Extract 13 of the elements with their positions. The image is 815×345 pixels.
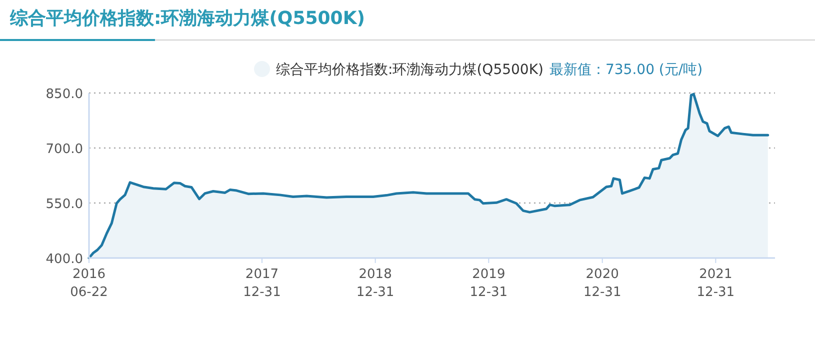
y-tick-label: 700.0 (46, 142, 83, 157)
x-tick-label: 2020 12-31 (583, 267, 622, 300)
x-tick-label: 2019 12-31 (470, 267, 508, 300)
y-tick-label: 550.0 (46, 197, 83, 212)
chart-title: 综合平均价格指数:环渤海动力煤(Q5500K) (9, 8, 365, 29)
x-tick-label: 2018 12-31 (356, 267, 394, 300)
legend-label: 综合平均价格指数:环渤海动力煤(Q5500K) (276, 62, 544, 78)
x-tick-label: 2021 12-31 (696, 267, 735, 300)
y-tick-label: 850.0 (46, 87, 83, 102)
x-tick-label: 2016 06-22 (70, 267, 108, 300)
y-tick-label: 400.0 (46, 252, 83, 267)
x-tick-label: 2017 12-31 (243, 267, 281, 300)
text: 最新值：735.00 (元/吨) (549, 62, 703, 78)
